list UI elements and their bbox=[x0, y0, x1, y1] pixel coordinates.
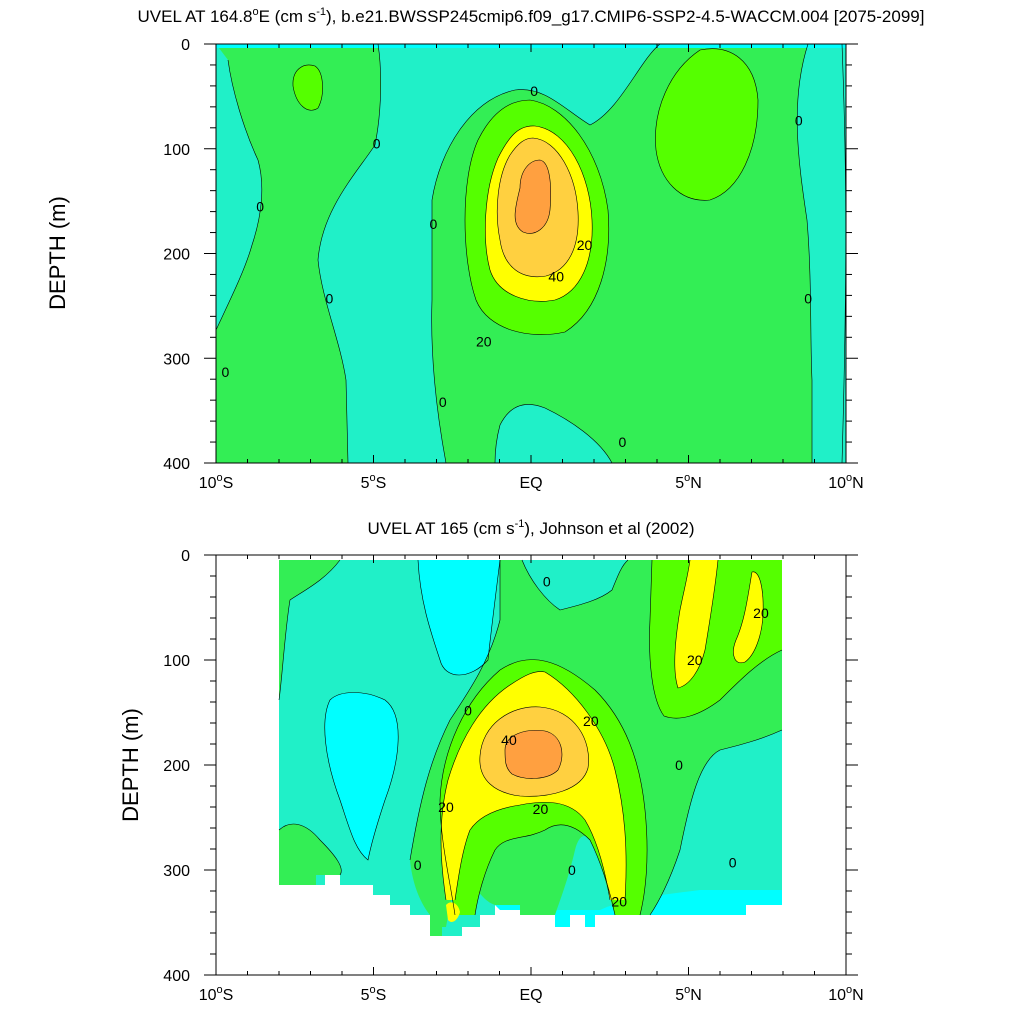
contour-label: 0 bbox=[543, 573, 551, 589]
x-tick-label: 10oN bbox=[828, 472, 863, 492]
contour-label: 0 bbox=[326, 291, 334, 307]
contour-label: 0 bbox=[414, 857, 422, 873]
y-axis-label: DEPTH (m) bbox=[45, 196, 70, 310]
contour-fill-lt-neg20 bbox=[418, 560, 500, 675]
y-tick-label: 300 bbox=[163, 863, 190, 880]
x-tick-label: 10oS bbox=[199, 472, 234, 492]
contour-fill-20-30 bbox=[674, 560, 718, 688]
x-tick-label: EQ bbox=[519, 475, 542, 492]
contour-fill-lt-neg20 bbox=[324, 692, 399, 860]
contour-label: 20 bbox=[577, 237, 593, 253]
x-tick-label: 5oN bbox=[675, 984, 702, 1004]
x-tick-label: 5oS bbox=[361, 472, 387, 492]
contour-labels: 0 20 20 0 20 40 0 20 20 0 0 0 20 bbox=[414, 573, 769, 909]
contour-label: 0 bbox=[439, 394, 447, 410]
x-tick-label: 5oN bbox=[675, 472, 702, 492]
contour-label: 0 bbox=[804, 291, 812, 307]
model-contour-field bbox=[216, 44, 846, 463]
y-tick-label: 200 bbox=[163, 758, 190, 775]
x-tick-label: 10oS bbox=[199, 984, 234, 1004]
x-tick-label: 10oN bbox=[828, 984, 863, 1004]
contour-fill-0-10 bbox=[279, 824, 342, 885]
y-tick-label: 400 bbox=[163, 456, 190, 473]
y-tick-label: 400 bbox=[163, 968, 190, 985]
contour-label: 20 bbox=[583, 713, 599, 729]
y-tick-label: 0 bbox=[181, 548, 190, 565]
contour-label: 0 bbox=[618, 434, 626, 450]
contour-fill-0-10 bbox=[216, 44, 381, 463]
contour-label: 0 bbox=[464, 702, 472, 718]
contour-label: 0 bbox=[729, 855, 737, 871]
y-tick-label: 300 bbox=[163, 351, 190, 368]
contour-label: 20 bbox=[753, 605, 769, 621]
y-tick-label: 0 bbox=[181, 37, 190, 54]
contour-label: 0 bbox=[373, 136, 381, 152]
y-tick-label: 100 bbox=[163, 142, 190, 159]
contour-label: 0 bbox=[222, 364, 230, 380]
contour-fill-10-20 bbox=[292, 64, 323, 111]
contour-label: 40 bbox=[548, 269, 564, 285]
y-tick-label: 100 bbox=[163, 653, 190, 670]
contour-labels: 0 0 0 0 0 0 0 0 0 0 20 40 20 bbox=[222, 83, 813, 450]
contour-label: 0 bbox=[795, 112, 803, 128]
contour-label: 0 bbox=[429, 216, 437, 232]
contour-fill-0-10 bbox=[279, 560, 340, 700]
contour-label: 40 bbox=[501, 732, 517, 748]
contour-label: 0 bbox=[256, 198, 264, 214]
x-tick-label: EQ bbox=[519, 987, 542, 1004]
x-tick-label: 5oS bbox=[361, 984, 387, 1004]
contour-label: 0 bbox=[675, 757, 683, 773]
model-panel-title: UVEL AT 164.8oE (cm s-1), b.e21.BWSSP245… bbox=[138, 6, 925, 26]
contour-fill-20-30 bbox=[733, 571, 764, 663]
observation-contour-field bbox=[278, 559, 783, 936]
contour-label: 0 bbox=[530, 83, 538, 99]
contour-label: 20 bbox=[533, 801, 549, 817]
observation-panel-title: UVEL AT 165 (cm s-1), Johnson et al (200… bbox=[368, 518, 695, 538]
contour-fill-gt-40 bbox=[505, 730, 562, 779]
contour-label: 20 bbox=[611, 894, 627, 910]
contour-label: 20 bbox=[476, 333, 492, 349]
y-tick-label: 200 bbox=[163, 247, 190, 264]
contour-fill-gt-40 bbox=[515, 160, 551, 234]
model-panel: UVEL AT 164.8oE (cm s-1), b.e21.BWSSP245… bbox=[45, 6, 924, 492]
contour-fill-10-20 bbox=[655, 48, 758, 201]
contour-label: 0 bbox=[568, 862, 576, 878]
contour-label: 20 bbox=[687, 652, 703, 668]
contour-lines bbox=[278, 559, 783, 916]
y-axis-label: DEPTH (m) bbox=[118, 708, 143, 822]
contour-label: 20 bbox=[438, 799, 454, 815]
contour-fill-20-30 bbox=[446, 902, 460, 923]
observation-panel: UVEL AT 165 (cm s-1), Johnson et al (200… bbox=[118, 518, 864, 1004]
